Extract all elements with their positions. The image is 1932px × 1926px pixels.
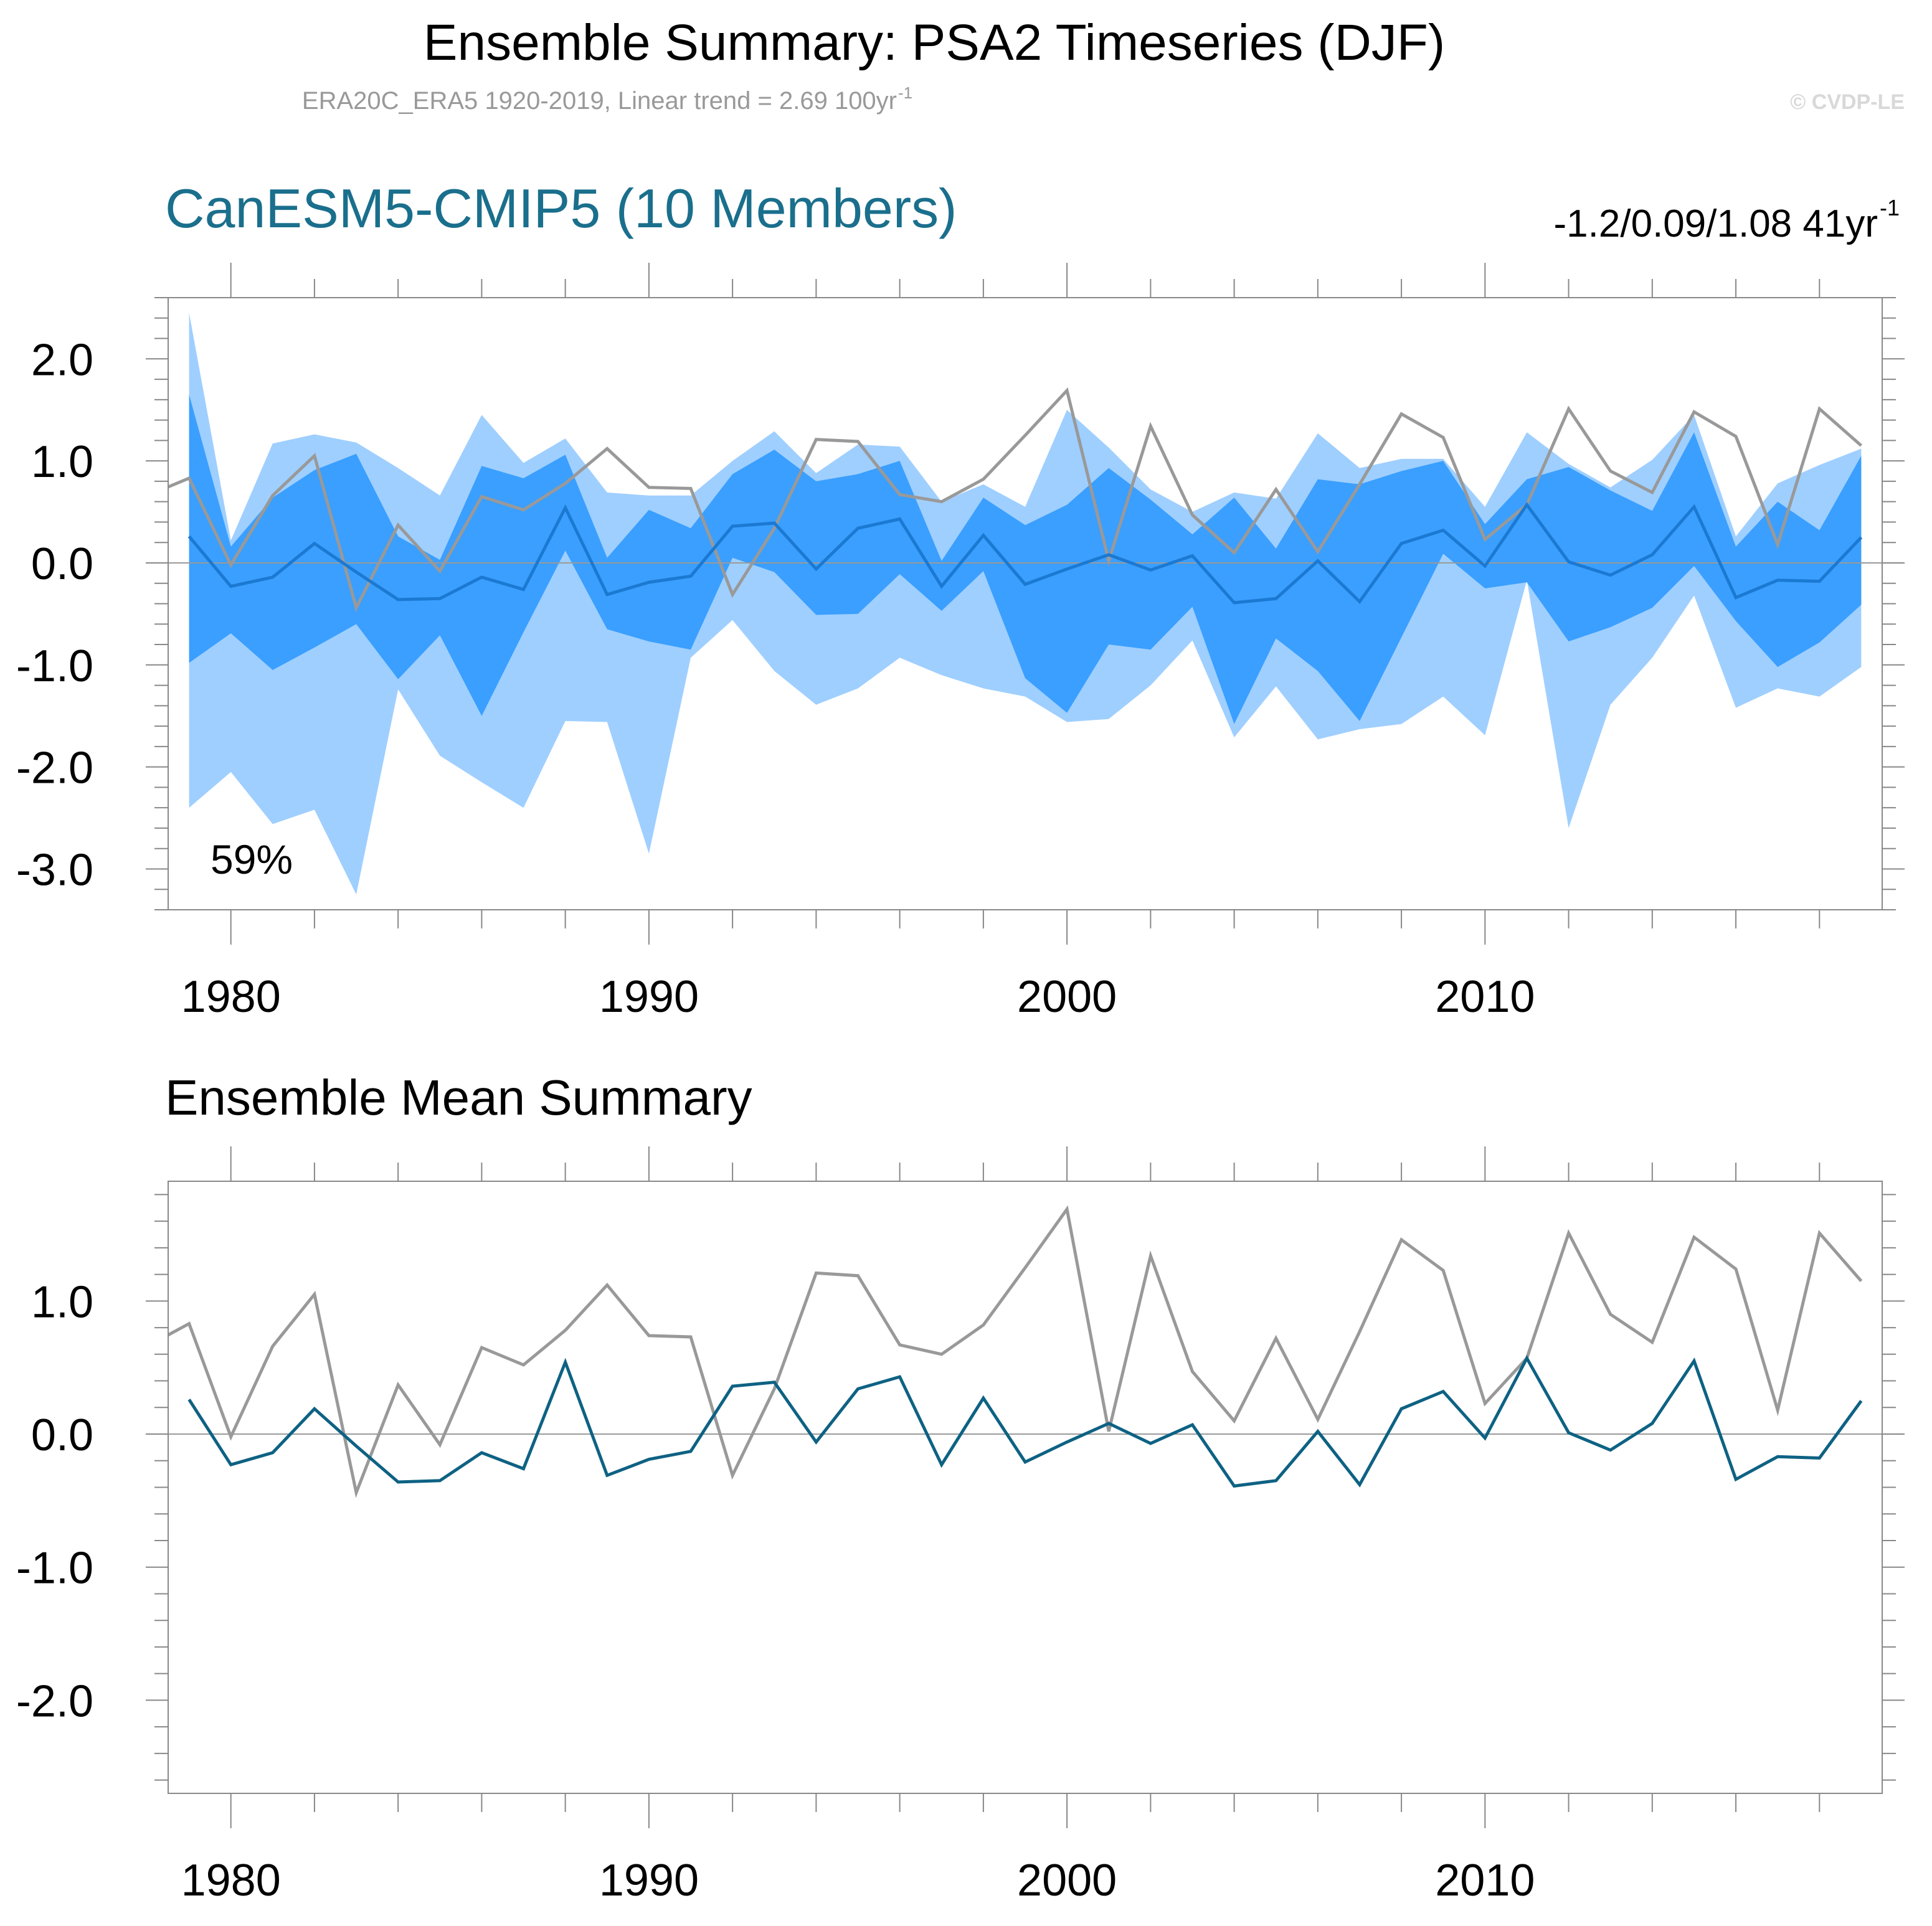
y-tick-label: 1.0 [31,1277,93,1327]
top-panel: 1980 1990 2000 2010 -3.0 -2.0 -1.0 0.0 1.0 2.0 59% [16,263,1905,1022]
figure-subtitle: ERA20C_ERA5 1920-2019, Linear trend = 2.… [302,87,897,115]
bottom-panel-title: Ensemble Mean Summary [165,1070,752,1125]
model-mean-line [187,502,1863,605]
model-mean-line [187,1354,1863,1488]
y-tick-label: 0.0 [31,1410,93,1460]
bottom-panel: 1980 1990 2000 2010 -2.0 -1.0 0.0 1.0 [16,1146,1905,1905]
x-tick-label: 1980 [181,972,281,1022]
y-tick-label: -2.0 [16,1676,93,1726]
x-tick-label: 2000 [1017,1856,1117,1905]
plot-area [168,1205,1882,1498]
y-tick-label: 0.0 [31,539,93,589]
x-tick-label: 1980 [181,1856,281,1905]
observation-line [168,1205,1863,1498]
observation-line [168,387,1863,613]
x-tick-label: 2010 [1435,1856,1535,1905]
copyright-watermark: © CVDP-LE [1790,90,1905,114]
panel-frame [168,1181,1883,1794]
trend-label-exponent: -1 [1880,195,1900,220]
x-tick-label: 1990 [599,1856,699,1905]
y-tick-label: -1.0 [16,641,93,691]
figure-subtitle-exponent: -1 [898,83,912,102]
y-tick-label: -2.0 [16,743,93,793]
figure-title: Ensemble Summary: PSA2 Timeseries (DJF) [424,14,1445,71]
x-tick-label: 2010 [1435,972,1535,1022]
y-tick-label: 2.0 [31,335,93,385]
svg-text:ERA20C_ERA5 1920-2019, Linear: ERA20C_ERA5 1920-2019, Linear trend = 2.… [302,87,897,115]
plot-area [168,313,1882,895]
x-tick-label: 2000 [1017,972,1117,1022]
match-percentage-label: 59% [211,836,293,882]
trend-label: -1.2/0.09/1.08 41yr [1554,202,1878,245]
y-tick-label: -1.0 [16,1544,93,1593]
y-tick-label: 1.0 [31,437,93,487]
top-panel-title: CanESM5-CMIP5 (10 Members) [165,177,957,239]
x-tick-label: 1990 [599,972,699,1022]
y-tick-label: -3.0 [16,845,93,895]
ensemble-iqr-band [189,394,1862,724]
